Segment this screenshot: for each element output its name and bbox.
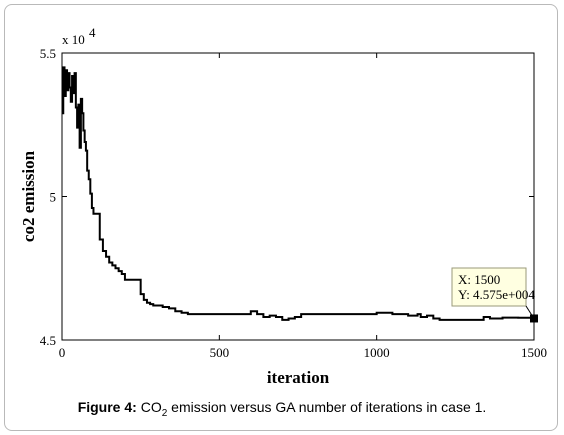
caption-subscript: 2 [161, 407, 168, 419]
y-tick-label: 5 [50, 190, 57, 205]
datatip-x-label: X: 1500 [458, 272, 500, 287]
x-tick-label: 500 [210, 345, 230, 360]
caption-label: Figure 4: [77, 399, 137, 415]
series-line [62, 66, 535, 321]
y-multiplier-exponent: 4 [89, 25, 96, 40]
x-tick-label: 0 [59, 345, 66, 360]
x-tick-label: 1500 [521, 345, 547, 360]
x-axis-title: iteration [267, 368, 330, 387]
figure-caption: Figure 4: CO2 emission versus GA number … [0, 399, 564, 419]
datatip-marker [530, 314, 538, 323]
x-tick-label: 1000 [364, 345, 390, 360]
datatip-y-label: Y: 4.575e+004 [458, 287, 535, 302]
y-tick-label: 4.5 [40, 333, 56, 348]
caption-text-pre: CO [140, 399, 162, 415]
line-chart: 0 500 1000 1500 4.5 5 5.5 x 10 4 iteration co2 emi… [19, 25, 547, 387]
caption-text-post: emission versus GA number of iterations … [167, 399, 487, 415]
plot-area: 0 500 1000 1500 4.5 5 5.5 x 10 4 iteration co2 emi… [19, 25, 547, 387]
y-multiplier-label: x 10 [62, 32, 85, 47]
y-axis-title: co2 emission [19, 150, 38, 242]
datatip-box [451, 267, 527, 307]
y-tick-label: 5.5 [40, 46, 56, 61]
